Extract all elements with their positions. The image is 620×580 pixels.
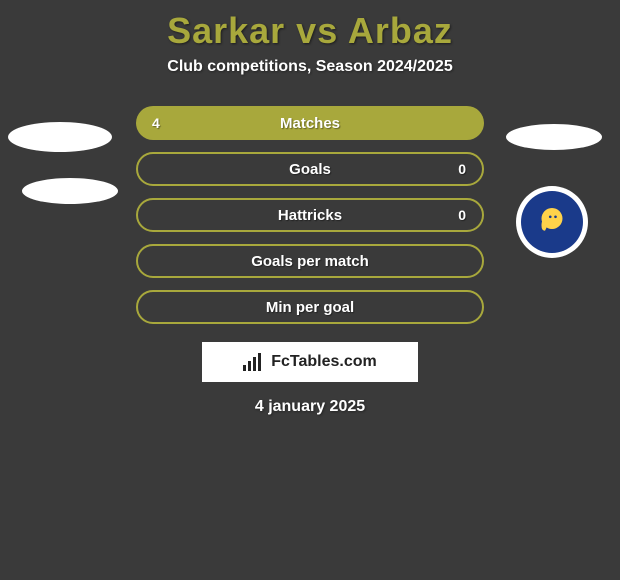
stat-label: Goals <box>138 161 482 178</box>
stat-label: Matches <box>136 115 484 132</box>
stats-container: 4Matches 0Goals 0Hattricks Goals per match M… <box>136 106 484 324</box>
club-badge <box>516 186 588 258</box>
stat-label: Hattricks <box>138 207 482 224</box>
stat-bar: 0Hattricks <box>136 198 484 232</box>
bars-icon <box>243 353 265 371</box>
elephant-icon <box>531 201 573 243</box>
player-right-placeholder-1 <box>506 124 602 150</box>
subtitle: Club competitions, Season 2024/2025 <box>0 58 620 76</box>
stat-bar: 0Goals <box>136 152 484 186</box>
source-badge: FcTables.com <box>202 342 418 382</box>
stat-bar: Min per goal <box>136 290 484 324</box>
player-left-placeholder-1 <box>8 122 112 152</box>
stat-bar: 4Matches <box>136 106 484 140</box>
stat-label: Goals per match <box>138 253 482 270</box>
source-text: FcTables.com <box>271 353 377 371</box>
date-text: 4 january 2025 <box>0 398 620 416</box>
club-badge-inner <box>521 191 583 253</box>
page-title: Sarkar vs Arbaz <box>0 0 620 52</box>
player-left-placeholder-2 <box>22 178 118 204</box>
stat-label: Min per goal <box>138 299 482 316</box>
stat-bar: Goals per match <box>136 244 484 278</box>
